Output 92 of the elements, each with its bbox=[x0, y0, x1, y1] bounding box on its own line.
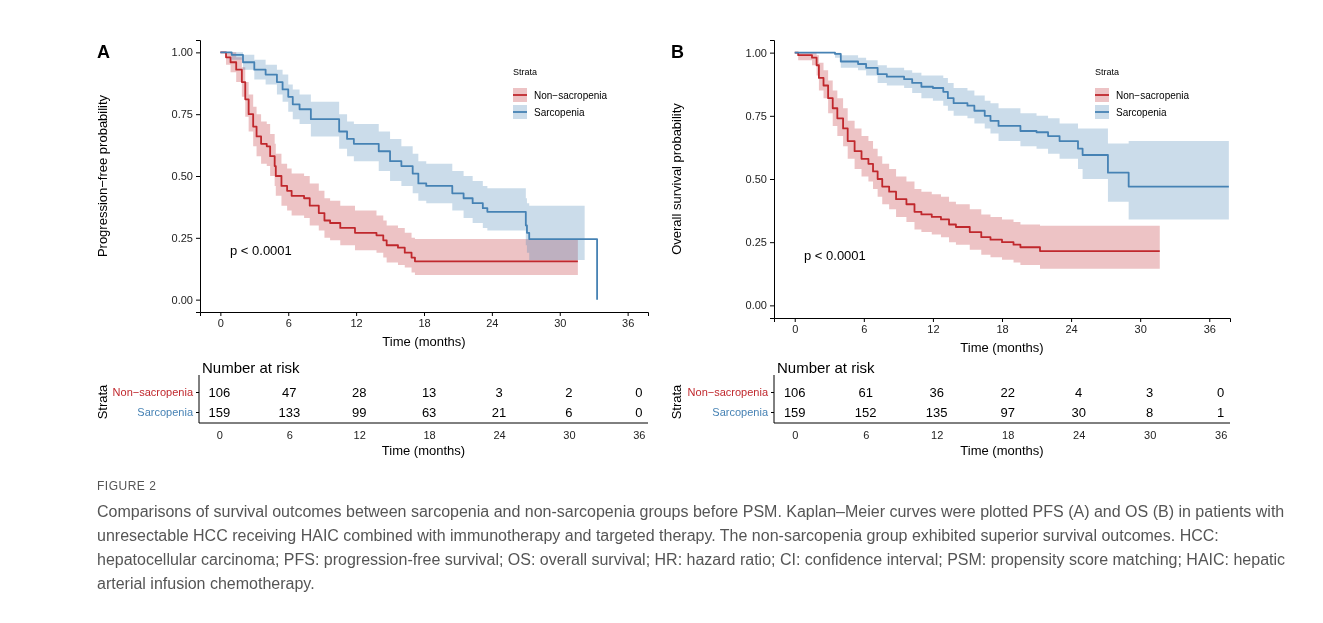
data-label: 0 bbox=[1217, 385, 1225, 400]
data-label: 4 bbox=[1075, 385, 1083, 400]
x-tick-label: 0 bbox=[216, 428, 223, 441]
y-axis-title: Strata bbox=[669, 383, 684, 420]
data-label: 3 bbox=[495, 385, 503, 400]
chart-title: Number at risk bbox=[777, 359, 876, 376]
data-label: 61 bbox=[858, 385, 873, 400]
x-tick-label: 36 bbox=[633, 428, 646, 441]
x-tick-label: 30 bbox=[1144, 428, 1157, 441]
x-tick-label: 24 bbox=[486, 316, 499, 329]
y-tick-label: 0.50 bbox=[745, 173, 767, 186]
x-tick-label: 18 bbox=[418, 316, 431, 329]
y-tick-label: Sarcopenia bbox=[712, 406, 769, 419]
x-tick-label: 12 bbox=[927, 322, 940, 335]
data-label: 0 bbox=[635, 385, 643, 400]
legend-title: Strata bbox=[513, 67, 538, 77]
data-label: 63 bbox=[421, 405, 437, 420]
legend-label: Sarcopenia bbox=[1116, 107, 1168, 118]
legend-label: Non−sacropenia bbox=[534, 90, 608, 101]
x-tick-label: 24 bbox=[1073, 428, 1086, 441]
legend-title: Strata bbox=[1095, 67, 1120, 77]
y-axis-title: Overall survival probability bbox=[669, 102, 684, 255]
x-tick-label: 30 bbox=[1134, 322, 1147, 335]
data-label: 3 bbox=[1146, 385, 1154, 400]
data-label: 159 bbox=[208, 405, 231, 420]
data-label: 0 bbox=[635, 405, 643, 420]
data-label: 135 bbox=[925, 405, 948, 420]
y-tick-label: Sarcopenia bbox=[137, 406, 194, 419]
legend-label: Sarcopenia bbox=[534, 107, 586, 118]
x-tick-label: 24 bbox=[493, 428, 506, 441]
y-tick-label: 0.00 bbox=[745, 299, 767, 312]
text: Comparisons of survival outcomes between sarcopenia and non-sarcopenia groups before PSM. Kaplan–Meier curves were plotted PFS (A) and OS (B) in patients with unresectable HCC receiving HAIC combined with immunotherapy and targeted therapy. The non-sarcopenia group exhibited superior survival outcomes. HCC: hepatocellular carcinoma; PFS: progression-free survival; OS: overall survival; HR: hazard ratio; CI: confidence interval; PSM: propensity score matching; HAIC: hepatic arterial infusion chemotherapy. bbox=[97, 502, 1287, 594]
data-label: 22 bbox=[1000, 385, 1015, 400]
x-tick-label: 18 bbox=[1002, 428, 1015, 441]
x-axis-title: Time (months) bbox=[960, 443, 1044, 458]
data-label: 159 bbox=[783, 405, 806, 420]
chart-title: B bbox=[671, 42, 684, 62]
y-tick-label: 0.50 bbox=[171, 170, 193, 183]
data-label: 99 bbox=[351, 405, 367, 420]
x-axis-title: Time (months) bbox=[960, 340, 1044, 355]
x-tick-label: 0 bbox=[217, 316, 224, 329]
text: FIGURE 2 bbox=[97, 479, 158, 493]
y-tick-label: Non−sacropenia bbox=[687, 386, 769, 399]
x-tick-label: 36 bbox=[1215, 428, 1228, 441]
y-tick-label: Non−sacropenia bbox=[112, 386, 194, 399]
y-tick-label: 0.25 bbox=[745, 236, 767, 249]
data-label: 47 bbox=[282, 385, 297, 400]
x-axis-title: Time (months) bbox=[381, 443, 466, 458]
annotation: p < 0.0001 bbox=[804, 247, 866, 263]
y-axis-title: Progression−free probability bbox=[95, 94, 110, 258]
data-label: 30 bbox=[1071, 405, 1086, 420]
x-tick-label: 18 bbox=[423, 428, 436, 441]
data-label: 152 bbox=[854, 405, 877, 420]
chart-title: A bbox=[97, 42, 110, 62]
y-tick-label: 0.25 bbox=[171, 231, 193, 244]
x-tick-label: 6 bbox=[863, 428, 870, 441]
y-tick-label: 1.00 bbox=[745, 46, 767, 59]
data-label: 97 bbox=[1000, 405, 1015, 420]
y-axis-title: Strata bbox=[95, 383, 110, 420]
legend-label: Non−sacropenia bbox=[1116, 90, 1190, 101]
data-label: 106 bbox=[208, 385, 231, 400]
y-tick-label: 0.75 bbox=[745, 109, 767, 122]
x-tick-label: 36 bbox=[1203, 322, 1216, 335]
x-axis-title: Time (months) bbox=[382, 334, 466, 349]
data-label: 8 bbox=[1146, 405, 1154, 420]
y-tick-label: 1.00 bbox=[171, 46, 193, 59]
x-tick-label: 6 bbox=[286, 428, 293, 441]
x-tick-label: 12 bbox=[931, 428, 944, 441]
x-tick-label: 36 bbox=[622, 316, 635, 329]
annotation: p < 0.0001 bbox=[230, 243, 292, 259]
x-tick-label: 30 bbox=[554, 316, 567, 329]
x-tick-label: 6 bbox=[285, 316, 292, 329]
data-label: 6 bbox=[565, 405, 573, 420]
x-tick-label: 0 bbox=[792, 428, 799, 441]
y-tick-label: 0.75 bbox=[171, 108, 193, 121]
chart-title: Number at risk bbox=[202, 359, 301, 376]
x-tick-label: 24 bbox=[1065, 322, 1078, 335]
x-tick-label: 30 bbox=[563, 428, 576, 441]
data-label: 28 bbox=[351, 385, 367, 400]
data-label: 133 bbox=[278, 405, 301, 420]
x-tick-label: 12 bbox=[350, 316, 363, 329]
data-label: 106 bbox=[783, 385, 806, 400]
x-tick-label: 6 bbox=[861, 322, 868, 335]
x-tick-label: 18 bbox=[996, 322, 1009, 335]
data-label: 2 bbox=[565, 385, 573, 400]
data-label: 1 bbox=[1217, 405, 1225, 420]
data-label: 13 bbox=[421, 385, 437, 400]
data-label: 21 bbox=[491, 405, 507, 420]
x-tick-label: 12 bbox=[353, 428, 366, 441]
data-label: 36 bbox=[929, 385, 944, 400]
x-tick-label: 0 bbox=[792, 322, 799, 335]
y-tick-label: 0.00 bbox=[171, 293, 193, 306]
